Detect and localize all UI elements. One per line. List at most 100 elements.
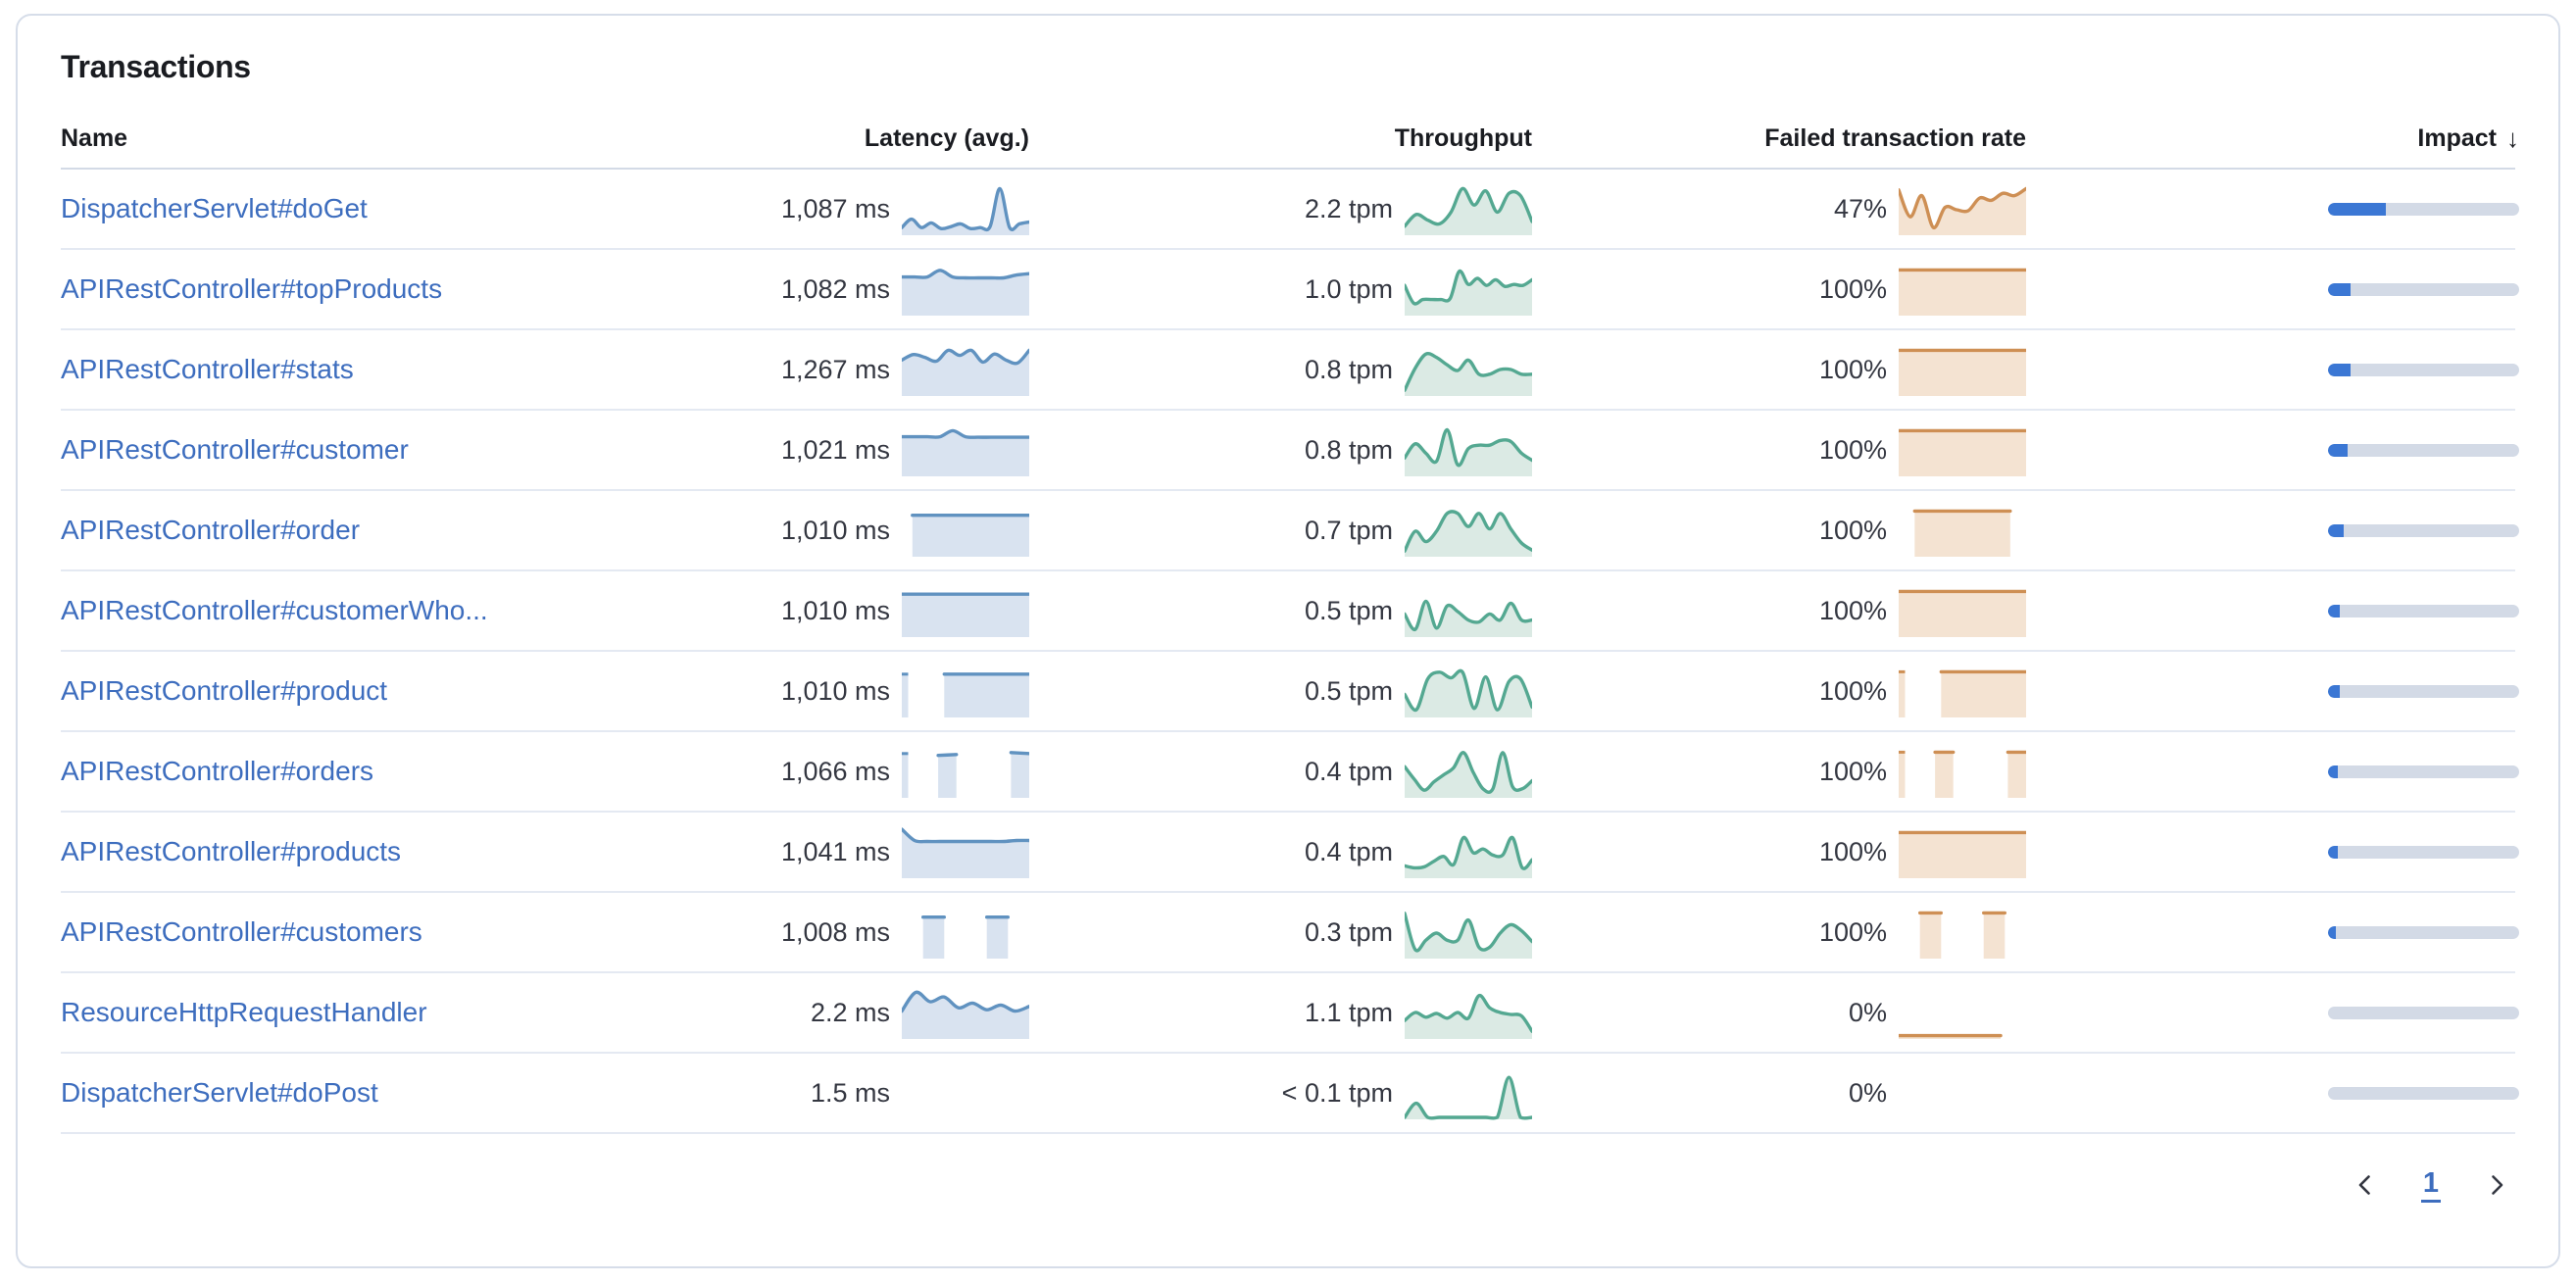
latency-sparkline	[902, 672, 1029, 717]
previous-page-button[interactable]	[2351, 1170, 2380, 1200]
latency-value-cell: 1,010 ms	[608, 663, 1029, 719]
latency-value: 1,021 ms	[780, 434, 890, 465]
column-header-impact-label: Impact	[2417, 123, 2497, 152]
latency-sparkline	[902, 1064, 1029, 1121]
chevron-left-icon	[2358, 1175, 2370, 1195]
throughput-value-cell: 0.4 tpm	[1029, 823, 1532, 880]
transaction-link[interactable]: APIRestController#orders	[61, 756, 374, 786]
failed-rate-sparkline	[1899, 830, 2026, 878]
failed-rate-value: 0%	[1848, 997, 1887, 1027]
throughput-value-cell: 0.8 tpm	[1029, 341, 1532, 398]
latency-value-cell: 1.5 ms	[608, 1064, 1029, 1121]
impact-cell	[2026, 282, 2519, 296]
column-header-name[interactable]: Name	[61, 123, 128, 152]
impact-bar-track	[2328, 523, 2519, 537]
throughput-value: 2.2 tpm	[1304, 193, 1393, 223]
impact-bar-fill	[2328, 363, 2352, 376]
latency-sparkline	[902, 186, 1029, 235]
transaction-link[interactable]: APIRestController#order	[61, 515, 361, 545]
failed-rate-sparkline	[1918, 911, 2006, 959]
table-row: APIRestController#stats 1,267 ms 0.8 tpm 10…	[61, 330, 2519, 411]
failed-rate-value-cell: 100%	[1532, 502, 2026, 559]
impact-bar-fill	[2328, 523, 2344, 537]
table-row: APIRestController#product 1,010 ms 0.5 tpm…	[61, 652, 2519, 732]
impact-cell	[2026, 443, 2519, 457]
throughput-value: 1.0 tpm	[1304, 273, 1393, 304]
chevron-right-icon	[2492, 1175, 2503, 1195]
transaction-link[interactable]: APIRestController#customer	[61, 434, 409, 465]
transaction-link[interactable]: DispatcherServlet#doGet	[61, 193, 368, 223]
transaction-link[interactable]: APIRestController#stats	[61, 354, 354, 384]
throughput-value-cell: 0.7 tpm	[1029, 502, 1532, 559]
impact-bar-fill	[2328, 765, 2338, 778]
impact-bar-track	[2328, 925, 2519, 939]
latency-value: 2.2 ms	[810, 997, 890, 1027]
throughput-sparkline	[1405, 912, 1532, 959]
throughput-sparkline	[1405, 352, 1532, 396]
throughput-sparkline	[1405, 427, 1532, 476]
column-header-latency[interactable]: Latency (avg.)	[864, 123, 1029, 152]
column-header-impact[interactable]: Impact ↓	[2026, 123, 2519, 154]
throughput-sparkline	[1405, 186, 1532, 235]
transaction-link[interactable]: APIRestController#customerWho...	[61, 595, 488, 625]
transaction-link[interactable]: DispatcherServlet#doPost	[61, 1077, 378, 1108]
page-number-1[interactable]: 1	[2420, 1167, 2441, 1204]
throughput-sparkline	[1405, 994, 1532, 1039]
latency-sparkline	[902, 269, 1029, 316]
impact-cell	[2026, 765, 2519, 778]
failed-rate-sparkline	[1899, 268, 2026, 316]
impact-cell	[2026, 363, 2519, 376]
latency-sparkline	[902, 990, 1029, 1039]
failed-rate-value: 100%	[1818, 916, 1887, 947]
table-row: APIRestController#topProducts 1,082 ms 1.0…	[61, 250, 2519, 330]
latency-value: 1,267 ms	[780, 354, 890, 384]
latency-value-cell: 1,008 ms	[608, 904, 1029, 961]
latency-value-cell: 1,082 ms	[608, 261, 1029, 318]
latency-sparkline	[902, 428, 1029, 476]
transaction-link[interactable]: ResourceHttpRequestHandler	[61, 997, 427, 1027]
table-row: APIRestController#customers 1,008 ms 0.3 t…	[61, 893, 2519, 973]
table-row: DispatcherServlet#doGet 1,087 ms 2.2 tpm 47…	[61, 170, 2519, 250]
table-row: APIRestController#order 1,010 ms 0.7 tpm 10…	[61, 491, 2519, 571]
throughput-value: 1.1 tpm	[1304, 997, 1393, 1027]
failed-rate-value: 100%	[1818, 836, 1887, 866]
impact-cell	[2026, 925, 2519, 939]
throughput-value-cell: 0.4 tpm	[1029, 743, 1532, 800]
impact-cell	[2026, 1086, 2519, 1100]
failed-rate-value: 100%	[1818, 675, 1887, 706]
failed-rate-sparkline	[1912, 509, 2012, 557]
name-cell: DispatcherServlet#doPost	[61, 1077, 608, 1109]
impact-bar-track	[2328, 845, 2519, 859]
throughput-value: 0.3 tpm	[1304, 916, 1393, 947]
column-header-failed-rate[interactable]: Failed transaction rate	[1764, 123, 2026, 152]
next-page-button[interactable]	[2482, 1170, 2511, 1200]
failed-rate-value-cell: 100%	[1532, 341, 2026, 398]
latency-sparkline	[902, 751, 1029, 798]
transaction-link[interactable]: APIRestController#customers	[61, 916, 422, 947]
transaction-link[interactable]: APIRestController#topProducts	[61, 273, 443, 304]
impact-bar-track	[2328, 282, 2519, 296]
transaction-link[interactable]: APIRestController#product	[61, 675, 388, 706]
name-cell: APIRestController#product	[61, 675, 608, 707]
throughput-sparkline	[1405, 835, 1532, 878]
latency-sparkline	[911, 514, 1029, 557]
latency-sparkline	[902, 592, 1029, 637]
failed-rate-value: 100%	[1818, 434, 1887, 465]
failed-rate-value-cell: 100%	[1532, 261, 2026, 318]
latency-value-cell: 1,010 ms	[608, 502, 1029, 559]
table-row: DispatcherServlet#doPost 1.5 ms < 0.1 tpm 0…	[61, 1054, 2519, 1134]
impact-bar-track	[2328, 765, 2519, 778]
impact-bar-fill	[2328, 684, 2340, 698]
impact-bar-fill	[2328, 925, 2336, 939]
column-header-throughput[interactable]: Throughput	[1394, 123, 1532, 152]
table-row: APIRestController#customer 1,021 ms 0.8 tp…	[61, 411, 2519, 491]
transaction-link[interactable]: APIRestController#products	[61, 836, 402, 866]
impact-bar-track	[2328, 1086, 2519, 1100]
throughput-sparkline	[1405, 269, 1532, 316]
transactions-panel: Transactions Name Latency (avg.) Through…	[16, 14, 2560, 1268]
latency-sparkline	[921, 915, 1010, 959]
throughput-sparkline	[1405, 1075, 1532, 1120]
sort-descending-icon: ↓	[2506, 123, 2519, 153]
failed-rate-value: 47%	[1833, 193, 1887, 223]
latency-value-cell: 1,041 ms	[608, 823, 1029, 880]
